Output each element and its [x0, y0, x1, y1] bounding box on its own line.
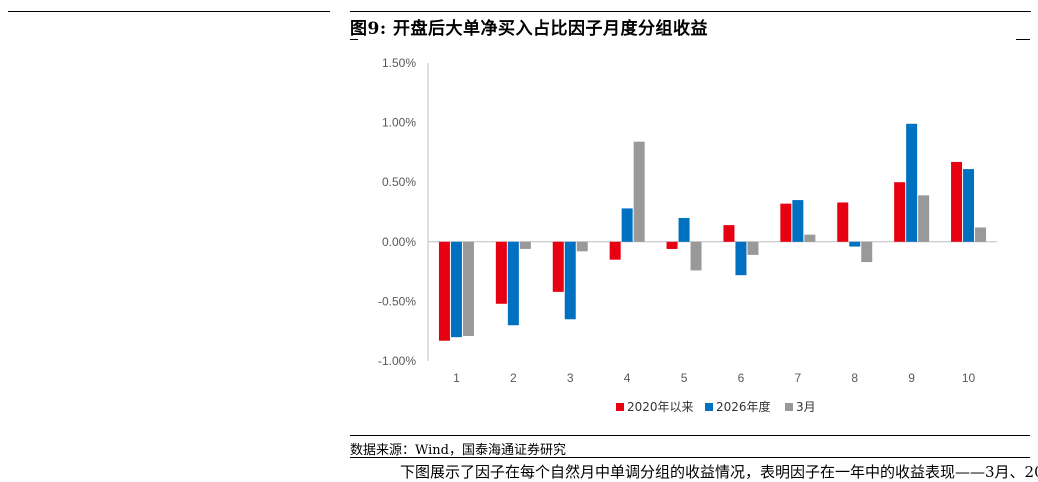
data-source: 数据来源：Wind，国泰海通证券研究 [350, 443, 566, 458]
y-tick-label: 0.00% [382, 235, 416, 249]
x-tick-label: 5 [681, 371, 688, 385]
bar-3月-6 [747, 241, 759, 255]
bar-2026年度-10 [963, 169, 975, 242]
bar-3月-5 [690, 241, 702, 271]
bar-2020年以来-3 [552, 241, 564, 292]
bar-3月-1 [462, 241, 474, 336]
top-rule-right [350, 11, 1031, 12]
x-tick-label: 10 [962, 371, 976, 385]
bar-2020年以来-8 [837, 202, 849, 242]
x-tick-label: 1 [453, 371, 460, 385]
title-tick-right [1016, 39, 1030, 40]
legend-label: 2020年以来 [627, 400, 694, 414]
bar-2020年以来-5 [666, 241, 678, 249]
x-tick-label: 9 [908, 371, 915, 385]
bar-3月-8 [861, 241, 873, 263]
bar-2020年以来-7 [780, 203, 792, 242]
y-tick-label: 1.00% [382, 116, 416, 130]
legend-swatch [785, 403, 793, 411]
y-tick-label: -0.50% [378, 294, 416, 308]
legend-swatch [616, 403, 624, 411]
y-tick-label: 1.50% [382, 56, 416, 70]
bar-2020年以来-6 [723, 225, 735, 242]
bar-3月-7 [804, 234, 816, 242]
bar-2026年度-9 [906, 123, 918, 242]
legend-label: 3月 [796, 400, 816, 414]
legend-label: 2026年度 [716, 399, 771, 414]
bar-2026年度-7 [792, 200, 804, 242]
bar-3月-10 [975, 227, 987, 242]
top-rule-left [8, 11, 330, 12]
title-tick-left [350, 39, 358, 40]
bar-2020年以来-2 [495, 241, 507, 304]
bar-2020年以来-4 [609, 241, 621, 260]
bar-2020年以来-10 [951, 161, 963, 242]
bar-2020年以来-9 [894, 182, 906, 242]
body-text-line: 下图展示了因子在每个自然月中单调分组的收益情况，表明因子在一年中的收益表现——3… [400, 463, 1038, 481]
y-tick-label: -1.00% [378, 354, 416, 368]
bar-2026年度-4 [621, 208, 633, 242]
x-tick-label: 4 [624, 371, 631, 385]
bar-2026年度-3 [564, 241, 576, 320]
bar-2026年度-6 [735, 241, 747, 276]
bar-2026年度-1 [450, 241, 462, 338]
bar-2026年度-8 [849, 241, 861, 247]
x-tick-label: 2 [510, 371, 517, 385]
bar-2026年度-2 [507, 241, 519, 326]
x-tick-label: 7 [795, 371, 802, 385]
legend-swatch [705, 403, 713, 411]
bar-3月-9 [918, 195, 930, 242]
x-tick-label: 6 [738, 371, 745, 385]
figure-title: 图9: 开盘后大单净买入占比因子月度分组收益 [350, 19, 709, 39]
source-rule-bottom [350, 457, 1030, 458]
y-tick-label: 0.50% [382, 175, 416, 189]
bar-2026年度-5 [678, 217, 690, 242]
bar-3月-3 [576, 241, 588, 252]
bar-3月-2 [519, 241, 531, 249]
bar-3月-4 [633, 141, 645, 242]
x-tick-label: 3 [567, 371, 574, 385]
source-rule-top [350, 435, 1030, 436]
x-tick-label: 8 [851, 371, 858, 385]
bar-2020年以来-1 [438, 241, 450, 341]
